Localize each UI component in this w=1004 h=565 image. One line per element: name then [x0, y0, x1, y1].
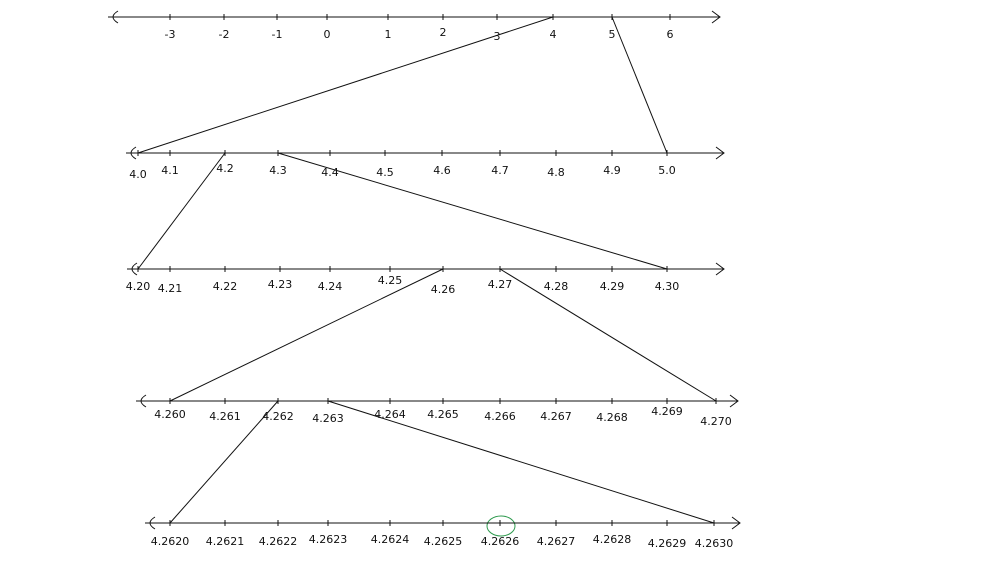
- tick-label: -2: [219, 28, 230, 41]
- tick-label: 4.3: [269, 164, 287, 177]
- tick-label: 4.2627: [537, 535, 576, 548]
- tick-label: 5.0: [658, 164, 676, 177]
- zoom-connector: [327, 400, 715, 524]
- tick-label: 4.268: [596, 411, 628, 424]
- tick-label: 4.6: [433, 164, 451, 177]
- arrow-right: [715, 146, 725, 160]
- tick-label: 4.2626: [481, 535, 520, 548]
- tick-label: 2: [440, 26, 447, 39]
- tick-label: 4.29: [600, 280, 625, 293]
- connectors: [137, 16, 717, 524]
- tick-label: 4.22: [213, 280, 238, 293]
- arrow-right: [715, 262, 725, 276]
- tick-label: 4.2629: [648, 537, 687, 550]
- arrow-right: [731, 516, 741, 530]
- tick-label: 6: [667, 28, 674, 41]
- tick-label: 4.264: [374, 408, 406, 421]
- tick-label: -3: [165, 28, 176, 41]
- tick-label: 4.269: [651, 405, 683, 418]
- tick-label: 1: [385, 28, 392, 41]
- tick-label: 4.263: [312, 412, 344, 425]
- tick-label: 4.0: [129, 168, 147, 181]
- tick-label: 4.30: [655, 280, 680, 293]
- tick-label: 4.5: [376, 166, 394, 179]
- tick-label: 4.2622: [259, 535, 298, 548]
- arrow-right: [711, 10, 721, 24]
- tick-label: 4.4: [321, 166, 339, 179]
- tick-label: 4.21: [158, 282, 183, 295]
- arrow-left: [131, 262, 138, 276]
- tick-label: 4.262: [262, 410, 294, 423]
- arrow-left: [140, 394, 147, 408]
- tick-label: 4.25: [378, 274, 403, 287]
- arrow-right: [729, 394, 739, 408]
- zoom-connector: [611, 16, 668, 154]
- tick-label: 4.2621: [206, 535, 245, 548]
- tick-label: 4.27: [488, 278, 513, 291]
- zoom-connector: [137, 16, 554, 154]
- arrow-left: [149, 516, 156, 530]
- zoom-connector: [277, 152, 668, 270]
- zoom-connector: [169, 268, 444, 402]
- tick-label: 4.261: [209, 410, 241, 423]
- tick-label: 4.267: [540, 410, 572, 423]
- tick-label: 4.8: [547, 166, 565, 179]
- tick-label: 4.2623: [309, 533, 348, 546]
- tick-label: 4.2628: [593, 533, 632, 546]
- tick-label: 4.270: [700, 415, 732, 428]
- tick-label: 4.23: [268, 278, 293, 291]
- zoom-connector: [499, 268, 717, 402]
- tick-label: 4: [550, 28, 557, 41]
- tick-label: 4.9: [603, 164, 621, 177]
- tick-label: 4.2624: [371, 533, 410, 546]
- tick-label: 5: [609, 28, 616, 41]
- highlight-circle: [486, 515, 516, 537]
- tick-label: 4.265: [427, 408, 459, 421]
- tick-label: 4.2: [216, 162, 234, 175]
- tick-label: 4.2630: [695, 537, 734, 550]
- zoom-connector: [169, 400, 279, 524]
- tick-label: 4.266: [484, 410, 516, 423]
- zoom-connector: [137, 152, 226, 270]
- tick-label: 4.2620: [151, 535, 190, 548]
- tick-label: 4.1: [161, 164, 179, 177]
- arrow-left: [112, 10, 119, 24]
- tick-label: 4.26: [431, 283, 456, 296]
- tick-label: 4.24: [318, 280, 343, 293]
- tick-label: 4.2625: [424, 535, 463, 548]
- tick-label: -1: [272, 28, 283, 41]
- tick-label: 3: [494, 30, 501, 43]
- tick-label: 4.260: [154, 408, 186, 421]
- tick-label: 4.28: [544, 280, 569, 293]
- arrow-left: [130, 146, 137, 160]
- tick-label: 4.7: [491, 164, 509, 177]
- tick-label: 4.20: [126, 280, 151, 293]
- tick-label: 0: [324, 28, 331, 41]
